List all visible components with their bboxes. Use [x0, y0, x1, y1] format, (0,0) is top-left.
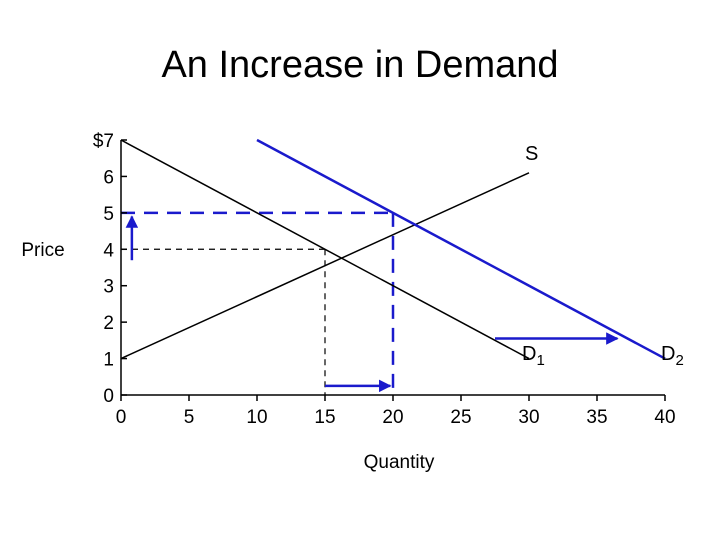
- y-tick-label: $7: [93, 131, 114, 152]
- y-tick-label: 0: [103, 386, 114, 407]
- x-tick-label: 15: [314, 407, 335, 428]
- x-tick-label: 40: [654, 407, 675, 428]
- y-tick-label: 3: [103, 277, 114, 298]
- x-axis-title: Quantity: [364, 452, 435, 473]
- x-tick-label: 25: [450, 407, 471, 428]
- series-label-s: S: [525, 143, 538, 165]
- x-tick-label: 5: [184, 407, 195, 428]
- x-tick-label: 10: [246, 407, 267, 428]
- x-tick-label: 30: [518, 407, 539, 428]
- y-tick-label: 2: [103, 313, 114, 334]
- chart-title: An Increase in Demand: [161, 44, 559, 86]
- x-tick-label: 20: [382, 407, 403, 428]
- y-tick-label: 1: [103, 350, 114, 371]
- series-label-d2: D2: [661, 343, 684, 369]
- y-tick-label: 5: [103, 204, 114, 225]
- series-line-d1: [120, 139, 530, 360]
- x-tick-label: 35: [586, 407, 607, 428]
- y-axis-title: Price: [21, 240, 64, 261]
- y-tick-label: 6: [103, 167, 114, 188]
- x-tick-label: 0: [116, 407, 127, 428]
- series-line-s: [120, 172, 530, 360]
- y-tick-label: 4: [103, 240, 114, 261]
- series-line-d2: [256, 138, 666, 360]
- series-label-d1: D1: [522, 343, 545, 369]
